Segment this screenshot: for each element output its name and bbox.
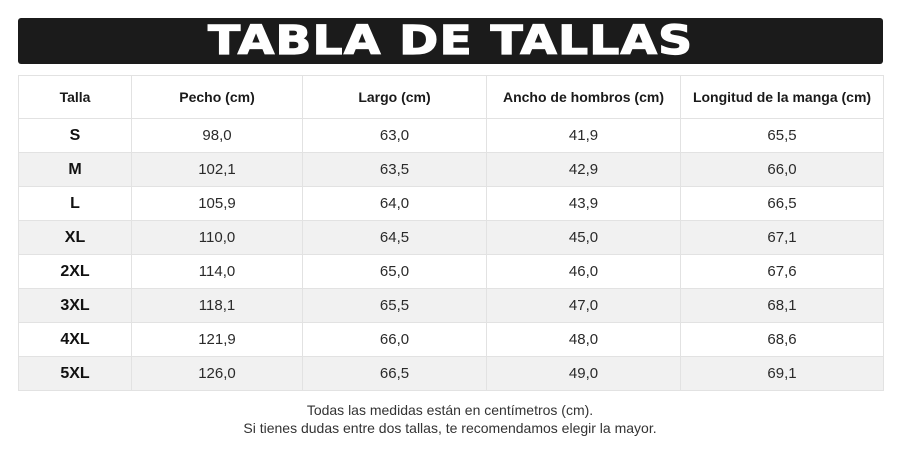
shoulder-width-cell: 47,0 <box>486 288 681 323</box>
shoulder-width-cell: 48,0 <box>486 322 681 357</box>
column-header-shoulder-width: Ancho de hombros (cm) <box>486 75 681 119</box>
size-cell: 4XL <box>18 322 132 357</box>
table-row: XL 110,0 64,5 45,0 67,1 <box>18 220 884 255</box>
sleeve-length-cell: 69,1 <box>680 356 884 391</box>
page-title: TABLA DE TALLAS <box>207 18 694 64</box>
chest-cell: 98,0 <box>131 118 303 153</box>
table-row: M 102,1 63,5 42,9 66,0 <box>18 152 884 187</box>
column-header-chest: Pecho (cm) <box>131 75 303 119</box>
chest-cell: 121,9 <box>131 322 303 357</box>
shoulder-width-cell: 45,0 <box>486 220 681 255</box>
chest-cell: 126,0 <box>131 356 303 391</box>
size-cell: 2XL <box>18 254 132 289</box>
chest-cell: 118,1 <box>131 288 303 323</box>
table-row: 5XL 126,0 66,5 49,0 69,1 <box>18 356 884 391</box>
title-banner: TABLA DE TALLAS <box>18 18 883 64</box>
sleeve-length-cell: 68,1 <box>680 288 884 323</box>
table-row: S 98,0 63,0 41,9 65,5 <box>18 118 884 153</box>
length-cell: 65,5 <box>302 288 487 323</box>
size-cell: 3XL <box>18 288 132 323</box>
sleeve-length-cell: 67,1 <box>680 220 884 255</box>
size-cell: S <box>18 118 132 153</box>
length-cell: 64,5 <box>302 220 487 255</box>
footnote-units: Todas las medidas están en centímetros (… <box>306 402 594 418</box>
table-header-row: Talla Pecho (cm) Largo (cm) Ancho de hom… <box>18 75 884 119</box>
footnote: Todas las medidas están en centímetros (… <box>0 401 900 437</box>
chest-cell: 102,1 <box>131 152 303 187</box>
length-cell: 63,5 <box>302 152 487 187</box>
chest-cell: 110,0 <box>131 220 303 255</box>
table-row: 3XL 118,1 65,5 47,0 68,1 <box>18 288 884 323</box>
sleeve-length-cell: 67,6 <box>680 254 884 289</box>
table-row: 2XL 114,0 65,0 46,0 67,6 <box>18 254 884 289</box>
length-cell: 66,5 <box>302 356 487 391</box>
sleeve-length-cell: 65,5 <box>680 118 884 153</box>
sleeve-length-cell: 66,0 <box>680 152 884 187</box>
chest-cell: 114,0 <box>131 254 303 289</box>
shoulder-width-cell: 46,0 <box>486 254 681 289</box>
shoulder-width-cell: 41,9 <box>486 118 681 153</box>
length-cell: 63,0 <box>302 118 487 153</box>
size-chart-table: Talla Pecho (cm) Largo (cm) Ancho de hom… <box>18 75 884 391</box>
column-header-size: Talla <box>18 75 132 119</box>
sleeve-length-cell: 68,6 <box>680 322 884 357</box>
column-header-sleeve-length: Longitud de la manga (cm) <box>680 75 884 119</box>
size-cell: 5XL <box>18 356 132 391</box>
shoulder-width-cell: 43,9 <box>486 186 681 221</box>
length-cell: 64,0 <box>302 186 487 221</box>
table-row: 4XL 121,9 66,0 48,0 68,6 <box>18 322 884 357</box>
table-row: L 105,9 64,0 43,9 66,5 <box>18 186 884 221</box>
size-cell: M <box>18 152 132 187</box>
sleeve-length-cell: 66,5 <box>680 186 884 221</box>
length-cell: 66,0 <box>302 322 487 357</box>
chest-cell: 105,9 <box>131 186 303 221</box>
footnote-advice: Si tienes dudas entre dos tallas, te rec… <box>243 420 657 436</box>
shoulder-width-cell: 49,0 <box>486 356 681 391</box>
column-header-length: Largo (cm) <box>302 75 487 119</box>
size-cell: L <box>18 186 132 221</box>
size-cell: XL <box>18 220 132 255</box>
shoulder-width-cell: 42,9 <box>486 152 681 187</box>
length-cell: 65,0 <box>302 254 487 289</box>
